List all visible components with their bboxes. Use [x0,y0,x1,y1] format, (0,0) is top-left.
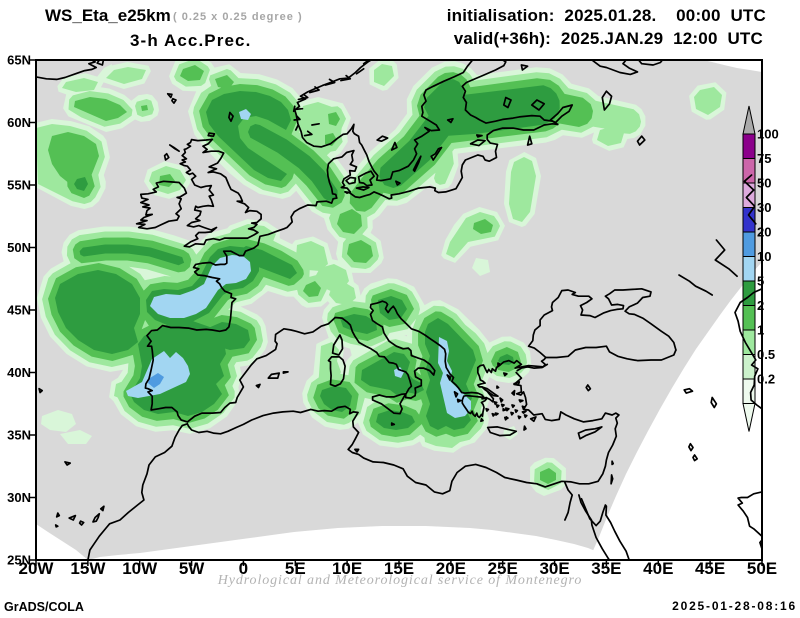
svg-text:30: 30 [757,200,771,215]
svg-text:10W: 10W [122,559,158,578]
svg-text:50N: 50N [7,240,31,255]
svg-text:20: 20 [757,225,771,240]
svg-text:0.2: 0.2 [757,372,775,387]
svg-text:5E: 5E [285,559,306,578]
svg-text:25E: 25E [488,559,518,578]
svg-text:35E: 35E [591,559,621,578]
svg-text:100: 100 [757,127,779,142]
svg-text:0.5: 0.5 [757,347,775,362]
svg-text:GrADS/COLA: GrADS/COLA [4,600,84,614]
svg-text:45E: 45E [695,559,725,578]
svg-text:20W: 20W [19,559,55,578]
svg-text:5W: 5W [179,559,205,578]
svg-text:20E: 20E [436,559,466,578]
svg-text:25N: 25N [7,553,31,568]
svg-text:30N: 30N [7,490,31,505]
svg-text:10: 10 [757,249,771,264]
svg-text:10E: 10E [332,559,362,578]
svg-text:40N: 40N [7,365,31,380]
svg-text:2: 2 [757,298,764,313]
svg-text:45N: 45N [7,303,31,318]
svg-text:initialisation: 2025.01.28.: initialisation: 2025.01.28. 00:00 UTC [447,6,766,25]
svg-text:Hydrological and Meteorologica: Hydrological and Meteorological service … [217,573,583,588]
svg-text:3-h Acc.Prec.: 3-h Acc.Prec. [130,31,251,50]
svg-text:15W: 15W [70,559,106,578]
svg-text:55N: 55N [7,178,31,193]
svg-text:75: 75 [757,151,771,166]
svg-text:50E: 50E [747,559,777,578]
svg-text:50: 50 [757,176,771,191]
svg-text:( 0.25 x 0.25 degree ): ( 0.25 x 0.25 degree ) [173,11,303,23]
svg-text:65N: 65N [7,53,31,68]
svg-text:15E: 15E [384,559,414,578]
svg-text:60N: 60N [7,115,31,130]
svg-text:2025-01-28-08:16: 2025-01-28-08:16 [672,599,797,613]
svg-text:valid(+36h): 2025.JAN.29 12:: valid(+36h): 2025.JAN.29 12:00 UTC [454,29,763,48]
svg-text:0: 0 [239,559,248,578]
svg-text:WS_Eta_e25km: WS_Eta_e25km [45,6,171,25]
svg-text:5: 5 [757,274,764,289]
svg-text:1: 1 [757,323,764,338]
svg-text:30E: 30E [539,559,569,578]
svg-text:35N: 35N [7,428,31,443]
svg-text:40E: 40E [643,559,673,578]
